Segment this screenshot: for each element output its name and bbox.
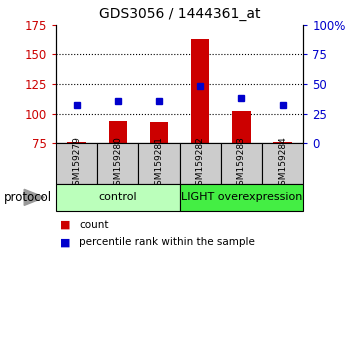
Bar — [67, 142, 86, 143]
Text: GSM159284: GSM159284 — [278, 136, 287, 191]
Text: percentile rank within the sample: percentile rank within the sample — [79, 238, 255, 247]
Bar — [138, 143, 180, 184]
Bar — [56, 143, 97, 184]
Text: protocol: protocol — [4, 191, 52, 204]
Bar — [97, 143, 138, 184]
Text: GSM159283: GSM159283 — [237, 136, 246, 191]
Title: GDS3056 / 1444361_at: GDS3056 / 1444361_at — [99, 7, 260, 21]
Bar — [221, 143, 262, 184]
Text: count: count — [79, 220, 109, 230]
Bar — [262, 143, 303, 184]
Bar — [180, 143, 221, 184]
Text: ■: ■ — [60, 220, 70, 230]
Bar — [273, 142, 292, 143]
Text: GSM159280: GSM159280 — [113, 136, 122, 191]
Bar — [109, 121, 127, 143]
Bar — [150, 122, 168, 143]
Polygon shape — [24, 189, 44, 205]
Text: ■: ■ — [60, 238, 70, 247]
Bar — [180, 184, 303, 211]
Bar — [232, 112, 251, 143]
Text: GSM159282: GSM159282 — [196, 136, 205, 191]
Text: control: control — [99, 192, 137, 202]
Text: GSM159281: GSM159281 — [155, 136, 164, 191]
Bar — [191, 39, 209, 143]
Text: GSM159279: GSM159279 — [72, 136, 81, 191]
Bar — [56, 184, 180, 211]
Text: LIGHT overexpression: LIGHT overexpression — [181, 192, 302, 202]
